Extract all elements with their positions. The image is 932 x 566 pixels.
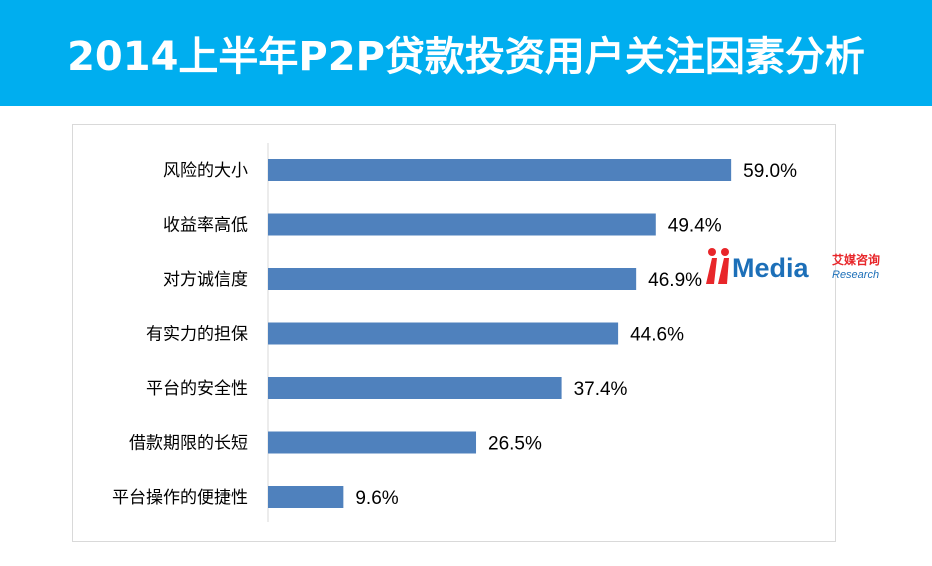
title-banner: 2014上半年P2P贷款投资用户关注因素分析	[0, 0, 932, 106]
category-label: 借款期限的长短	[129, 434, 248, 454]
data-label: 26.5%	[488, 434, 542, 455]
category-label: 有实力的担保	[146, 325, 248, 345]
category-label: 风险的大小	[163, 161, 248, 181]
page-title: 2014上半年P2P贷款投资用户关注因素分析	[67, 34, 865, 80]
bar	[268, 213, 656, 236]
bar	[268, 159, 732, 181]
logo-en-text: Research	[832, 269, 879, 281]
data-label: 44.6%	[630, 325, 684, 346]
data-label: 37.4%	[574, 379, 628, 400]
bar	[268, 377, 562, 399]
imedia-logo: Media 艾媒咨询 Research	[706, 248, 880, 284]
category-label: 收益率高低	[163, 216, 248, 236]
imedia-logo-figures-icon	[706, 248, 729, 284]
data-label: 9.6%	[355, 488, 398, 509]
bar	[268, 431, 477, 454]
data-label: 49.4%	[668, 216, 722, 237]
category-label: 平台的安全性	[146, 379, 248, 399]
data-label: 46.9%	[648, 270, 702, 291]
data-label: 59.0%	[743, 161, 797, 182]
logo-brand-text: Media	[732, 253, 810, 283]
bar	[268, 486, 344, 508]
category-label: 对方诚信度	[163, 270, 248, 290]
bar	[268, 322, 619, 345]
bar	[268, 268, 637, 290]
category-label: 平台操作的便捷性	[112, 488, 248, 508]
logo-cn-text: 艾媒咨询	[832, 252, 880, 267]
